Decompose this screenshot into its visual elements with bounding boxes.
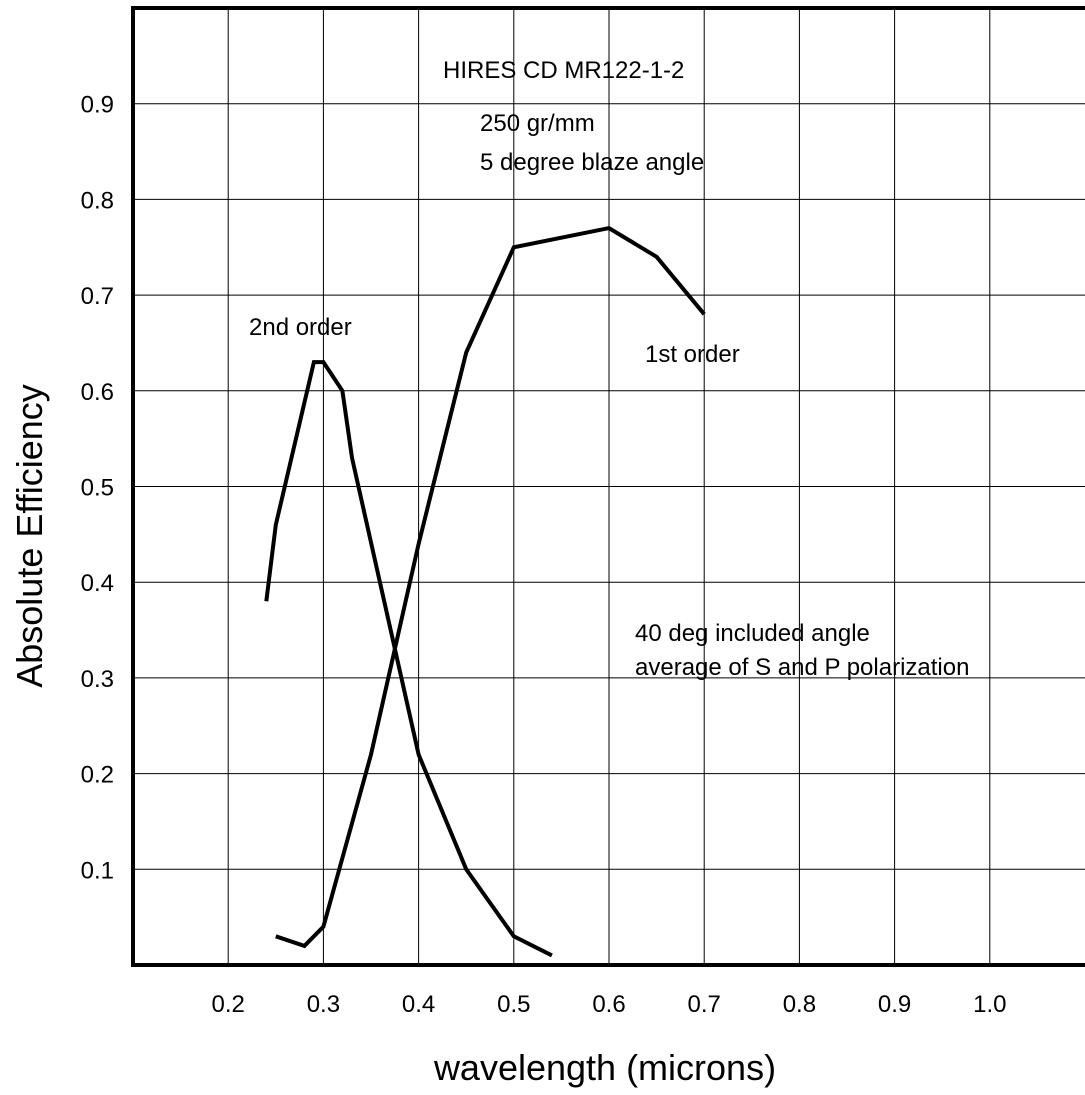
x-tick-label-1.0: 1.0 [973, 991, 1006, 1018]
y-tick-label-0.5: 0.5 [81, 475, 114, 502]
y-tick-label-0.8: 0.8 [81, 187, 114, 214]
annotation-config-line-2: average of S and P polarization [635, 654, 969, 681]
y-tick-label-0.4: 0.4 [81, 570, 114, 597]
x-tick-label-0.5: 0.5 [497, 991, 530, 1018]
grid [133, 8, 1085, 965]
series-lines [264, 225, 706, 958]
series-label-1st-order: 1st order [645, 341, 740, 368]
x-tick-label-0.3: 0.3 [307, 991, 340, 1018]
y-tick-label-0.1: 0.1 [81, 857, 114, 884]
annotation-grating-line-2: 5 degree blaze angle [480, 149, 704, 176]
chart-title: HIRES CD MR122-1-2 [443, 57, 684, 84]
series-line-1st-order [275, 225, 706, 949]
x-tick-label-0.4: 0.4 [402, 991, 435, 1018]
y-tick-label-0.3: 0.3 [81, 666, 114, 693]
y-tick-label-0.2: 0.2 [81, 762, 114, 789]
y-tick-label-0.9: 0.9 [81, 92, 114, 119]
y-tick-labels: 0.1 0.2 0.3 0.4 0.5 0.6 0.7 0.8 0.9 [81, 92, 114, 885]
x-tick-label-0.8: 0.8 [783, 991, 816, 1018]
x-tick-label-0.9: 0.9 [878, 991, 911, 1018]
plot-frame [131, 6, 1085, 967]
x-tick-label-0.7: 0.7 [688, 991, 721, 1018]
x-tick-labels: 0.2 0.3 0.4 0.5 0.6 0.7 0.8 0.9 1.0 [212, 991, 1007, 1018]
x-tick-label-0.2: 0.2 [212, 991, 245, 1018]
y-axis-title: Absolute Efficiency [9, 384, 50, 688]
x-axis-title: wavelength (microns) [433, 1047, 776, 1088]
y-tick-label-0.7: 0.7 [81, 283, 114, 310]
y-tick-label-0.6: 0.6 [81, 379, 114, 406]
annotation-grating-line-1: 250 gr/mm [480, 110, 595, 137]
series-line-2nd-order [264, 360, 553, 958]
series-label-2nd-order: 2nd order [249, 314, 352, 341]
x-tick-label-0.6: 0.6 [592, 991, 625, 1018]
annotation-config-line-1: 40 deg included angle [635, 620, 870, 647]
